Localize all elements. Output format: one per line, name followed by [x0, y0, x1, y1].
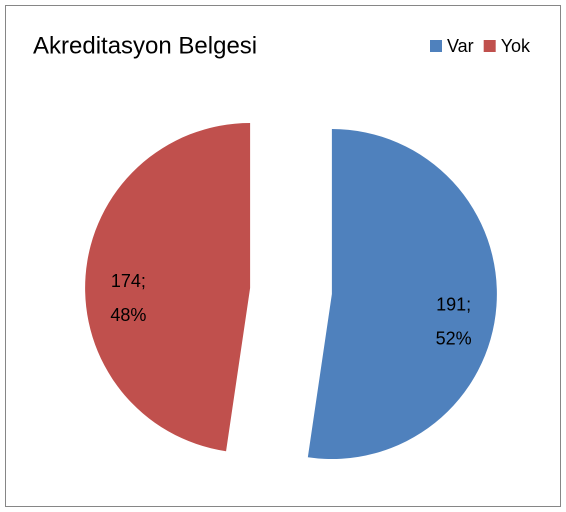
- legend-label: Yok: [501, 36, 531, 56]
- pie-slice: [85, 123, 251, 452]
- data-label: 174;: [111, 271, 146, 291]
- legend-swatch: [430, 40, 442, 52]
- pie-slice: [307, 128, 497, 459]
- data-label: 52%: [436, 329, 472, 349]
- legend-label: Var: [447, 36, 474, 56]
- data-label: 191;: [436, 295, 471, 315]
- chart-title: Akreditasyon Belgesi: [33, 32, 257, 59]
- legend-swatch: [483, 40, 496, 52]
- data-label: 48%: [110, 305, 146, 325]
